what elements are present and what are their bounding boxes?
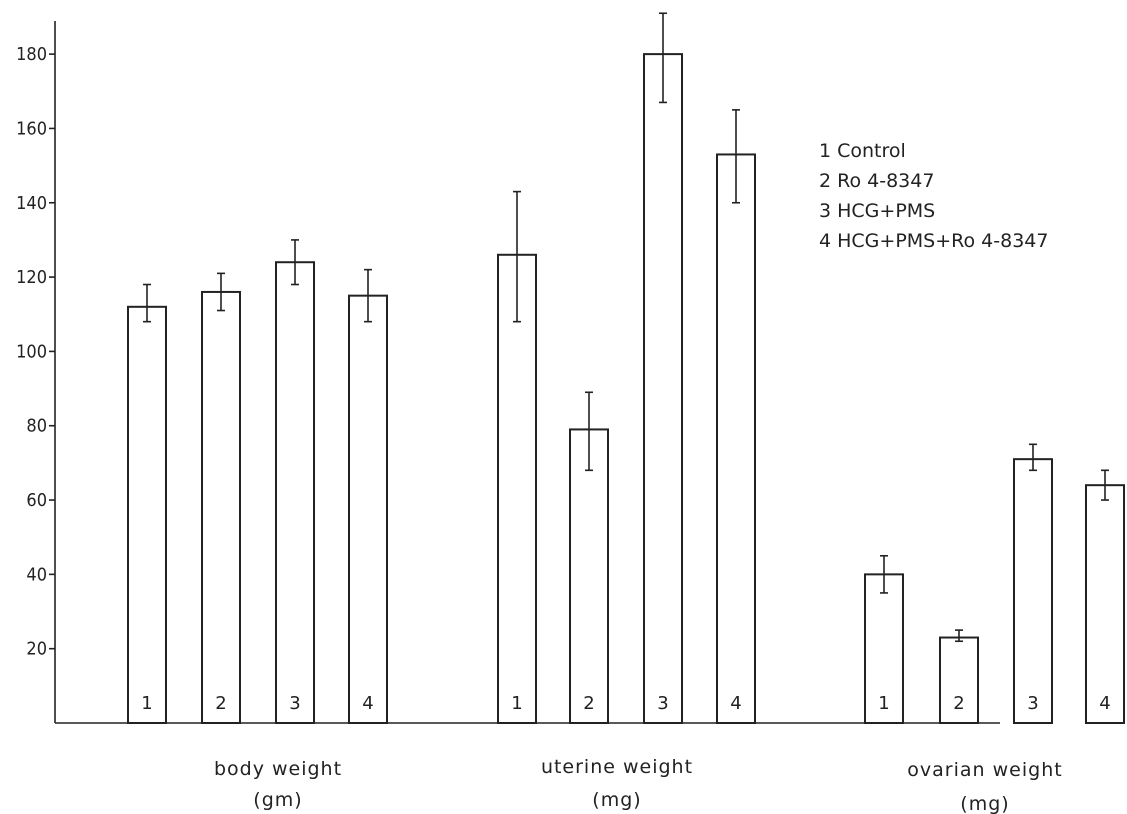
y-axis-ticks: 20 40 60 80 100 120 140 160 180: [16, 44, 55, 660]
bar: [1085, 484, 1125, 724]
y-tick-label: 160: [16, 118, 47, 139]
bar-index-label: 4: [1099, 693, 1110, 714]
bar-index-label: 3: [1027, 693, 1038, 714]
bar: [1013, 458, 1053, 724]
y-tick-label: 40: [26, 564, 47, 585]
bar: [569, 428, 609, 724]
bar-index-label: 1: [141, 693, 152, 714]
y-tick-label: 140: [16, 193, 47, 214]
y-tick-label: 80: [26, 416, 47, 437]
legend-entry: 4 HCG+PMS+Ro 4-8347: [819, 230, 1048, 252]
category-unit-label: (mg): [592, 789, 641, 811]
y-tick-label: 180: [16, 44, 47, 65]
legend: 1 Control 2 Ro 4-8347 3 HCG+PMS 4 HCG+PMS+R…: [819, 140, 1048, 252]
legend-entry: 1 Control: [819, 140, 906, 162]
y-tick-label: 100: [16, 341, 47, 362]
category-unit-label: (gm): [253, 789, 302, 811]
bar: [275, 261, 315, 724]
bars: 1 2 3 4 1 2 3 4 1 2 3 4: [127, 12, 1125, 725]
bar-index-label: 1: [878, 693, 889, 714]
y-tick-label: 20: [26, 639, 47, 660]
bar-index-label: 2: [583, 693, 594, 714]
bar-index-label: 2: [953, 693, 964, 714]
y-tick-label: 120: [16, 267, 47, 288]
legend-entry: 2 Ro 4-8347: [819, 170, 934, 192]
category-unit-label: (mg): [960, 793, 1009, 814]
bar: [643, 53, 683, 725]
bar: [716, 153, 756, 724]
bar-index-label: 3: [657, 693, 668, 714]
bar: [201, 290, 241, 724]
category-label: uterine weight: [541, 756, 693, 778]
category-label: body weight: [214, 758, 342, 780]
bar-index-label: 4: [730, 693, 741, 714]
bar-index-label: 2: [215, 693, 226, 714]
bar-index-label: 3: [289, 693, 300, 714]
bar: [348, 294, 388, 724]
y-tick-label: 60: [26, 490, 47, 511]
category-label: ovarian weight: [907, 759, 1062, 781]
bar: [127, 305, 167, 724]
bar: [497, 253, 537, 724]
group-labels: body weight (gm) uterine weight (mg) ovarian…: [214, 756, 1062, 814]
legend-entry: 3 HCG+PMS: [819, 200, 935, 222]
bar-index-label: 4: [362, 693, 373, 714]
bar: [939, 636, 979, 724]
bar-index-label: 1: [511, 693, 522, 714]
